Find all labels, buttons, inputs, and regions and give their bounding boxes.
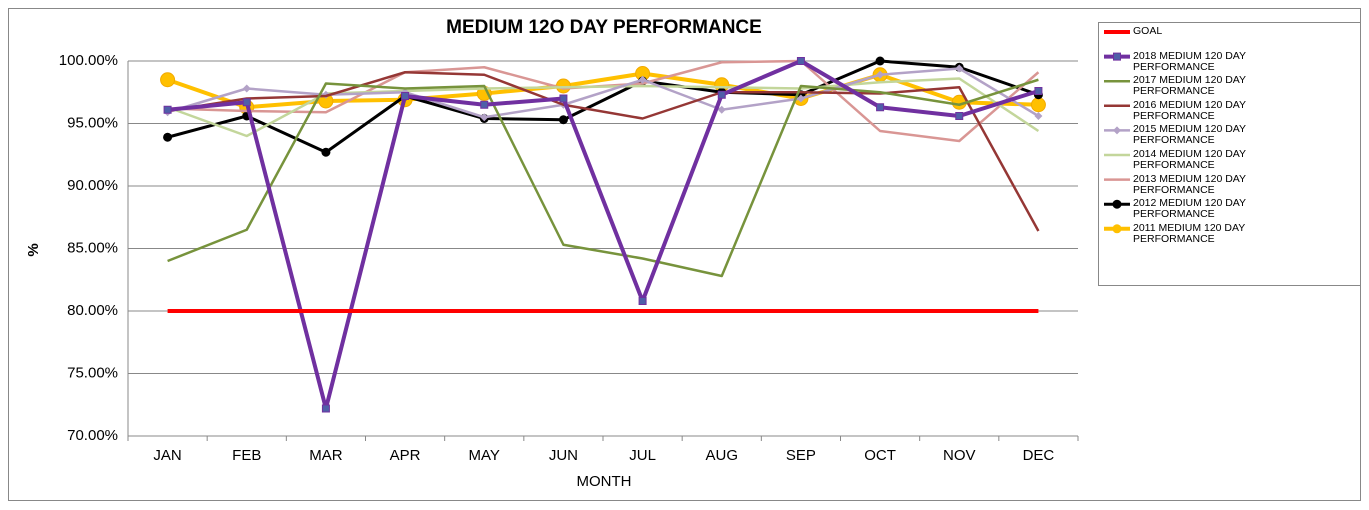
x-tick-label: OCT [864,447,896,464]
data-point [955,64,964,73]
x-axis-label: MONTH [577,473,632,490]
legend-label: 2018 MEDIUM 120 DAY PERFORMANCE [1133,49,1246,73]
y-tick-label: 70.00% [67,427,118,444]
data-point [1034,112,1043,120]
legend-label: 2011 MEDIUM 120 DAY PERFORMANCE [1133,221,1246,245]
x-tick-label: FEB [232,447,261,464]
series-line [167,78,1039,278]
x-tick-label: AUG [705,447,738,464]
data-point [638,75,647,84]
data-point [717,90,726,99]
data-point [955,112,964,120]
data-point [1030,97,1046,113]
x-tick-label: JUL [629,447,656,464]
data-point [796,94,805,103]
data-point [559,94,568,103]
data-point [163,105,172,114]
x-tick-label: NOV [943,447,976,464]
legend-marker [1113,126,1121,135]
legend-label: 2016 MEDIUM 120 DAY PERFORMANCE [1133,98,1246,122]
series-line [167,59,1040,411]
x-tick-label: JAN [153,447,181,464]
chart-title: MEDIUM 12O DAY PERFORMANCE [446,17,762,38]
y-tick-label: 90.00% [67,177,118,194]
data-point [480,113,489,122]
data-point [796,57,805,65]
legend-label: 2012 MEDIUM 120 DAY PERFORMANCE [1133,197,1246,221]
data-point [401,92,410,100]
legend-marker [1112,224,1122,234]
data-point [321,147,331,157]
data-point [480,100,489,109]
y-tick-label: 95.00% [67,114,118,131]
series-line [167,77,1040,138]
legend-label: 2015 MEDIUM 120 DAY PERFORMANCE [1133,123,1246,147]
x-tick-label: DEC [1023,447,1055,464]
legend-label: GOAL [1133,25,1163,37]
data-point [638,297,647,305]
data-point [242,98,251,107]
y-tick-label: 85.00% [67,239,118,256]
data-point [160,72,176,88]
legend-marker [1112,199,1122,209]
series-line [167,59,1039,154]
series-line [167,71,1040,232]
x-tick-label: MAR [309,447,343,464]
data-point [1034,87,1043,95]
y-tick-label: 80.00% [67,302,118,319]
series-line [166,71,1039,110]
x-tick-label: SEP [786,447,816,464]
legend-label: 2013 MEDIUM 120 DAY PERFORMANCE [1133,172,1246,196]
legend-marker [1113,52,1121,61]
data-point [876,70,885,79]
data-point [321,404,330,413]
series-line [167,67,1040,119]
legend-label: 2014 MEDIUM 120 DAY PERFORMANCE [1133,148,1246,171]
y-tick-label: 100.00% [59,52,118,69]
legend-box [1098,22,1361,286]
legend-label: 2017 MEDIUM 120 DAY PERFORMANCE [1133,74,1246,98]
data-point [163,132,173,142]
x-tick-label: MAY [469,447,500,464]
x-tick-label: APR [390,447,421,464]
data-point [717,105,726,114]
y-axis-label: % [25,243,42,256]
data-point [558,115,568,125]
x-tick-label: JUN [549,447,578,464]
y-tick-label: 75.00% [67,364,118,381]
data-point [875,56,885,66]
data-point [876,103,885,112]
data-point [242,84,251,93]
